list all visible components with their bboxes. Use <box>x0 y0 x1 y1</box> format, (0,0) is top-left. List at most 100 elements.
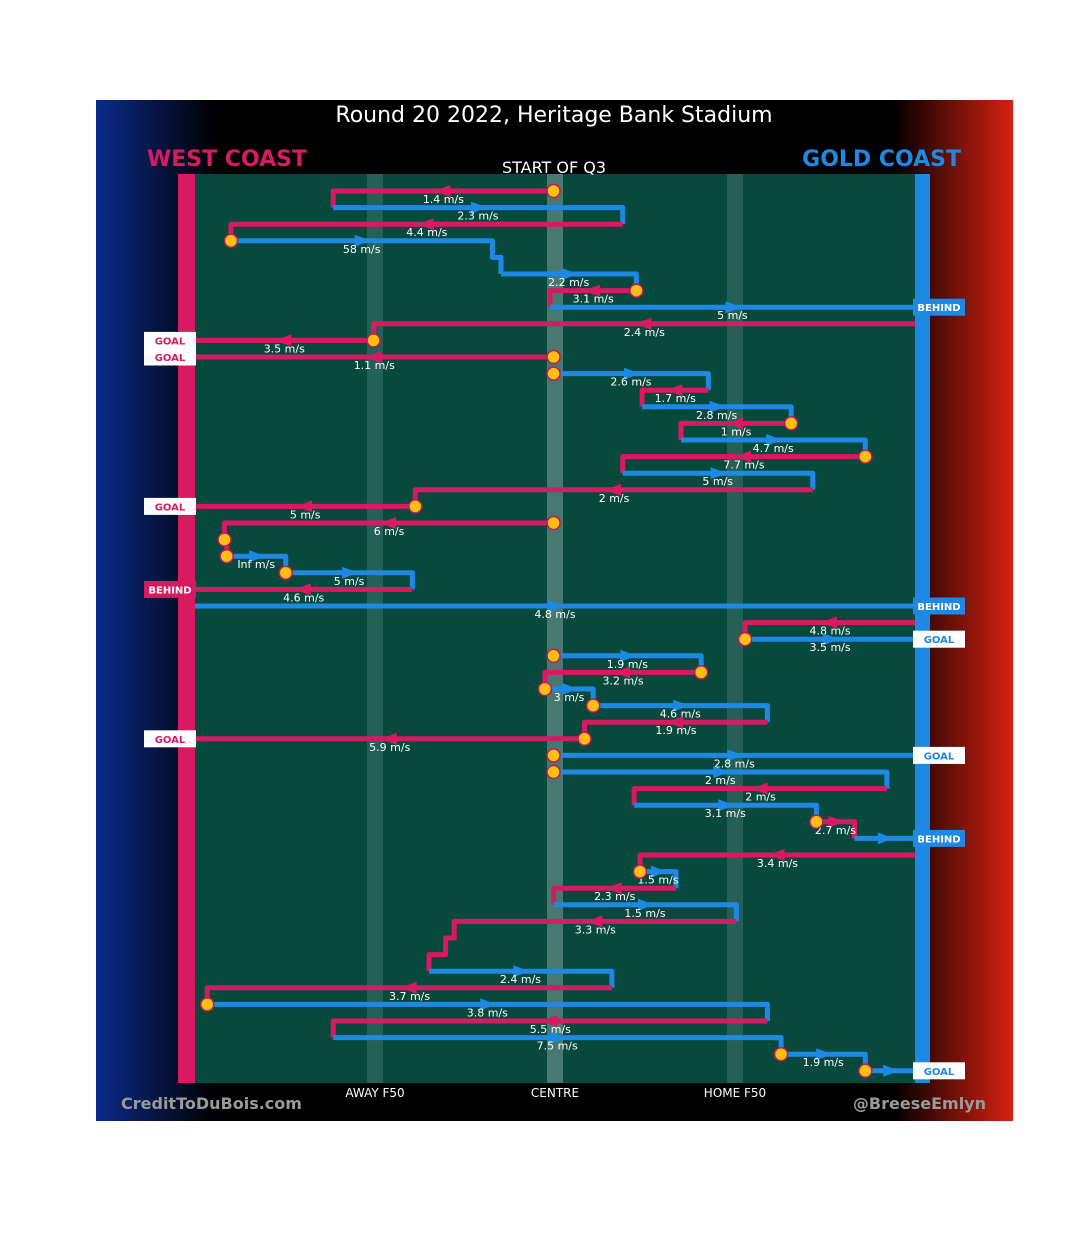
speed-label: 2.2 m/s <box>548 276 589 289</box>
speed-label: 2.4 m/s <box>624 326 665 339</box>
direction-arrow <box>823 633 840 646</box>
chain-42: 2.3 m/s <box>551 882 676 905</box>
direction-arrow <box>354 234 371 247</box>
chain-47: 3.8 m/s <box>207 998 770 1021</box>
speed-label: 1.1 m/s <box>354 359 395 372</box>
direction-arrow <box>380 732 397 745</box>
direction-arrow <box>296 500 313 513</box>
chain-4: 58 m/s <box>231 234 504 274</box>
chain-39: BEHIND <box>854 829 965 847</box>
speed-label: 7.7 m/s <box>723 459 764 472</box>
direction-arrow <box>623 367 640 380</box>
score-badge <box>144 348 196 366</box>
chain-23: 5 m/s <box>285 566 415 590</box>
chain-36: 2 m/s <box>631 782 887 806</box>
score-badge-label: GOAL <box>155 502 186 513</box>
direction-arrow <box>766 434 783 446</box>
speed-label: 2.3 m/s <box>457 210 498 223</box>
possession-marker <box>408 499 423 514</box>
speed-label: 6 m/s <box>374 525 405 538</box>
score-badge-label: GOAL <box>924 751 955 762</box>
chain-7: 5 m/s BEHIND <box>550 298 965 322</box>
direction-arrow <box>249 550 266 563</box>
possession-marker <box>809 814 824 830</box>
score-badge <box>144 730 196 748</box>
chain-27: 3.5 m/s GOAL <box>745 630 965 654</box>
credit-right: @BreeseEmlyn <box>853 1094 986 1113</box>
possession-marker <box>217 532 232 547</box>
possession-marker <box>629 283 644 298</box>
chain-path <box>593 703 770 723</box>
direction-arrow <box>584 284 601 297</box>
speed-label: 1.9 m/s <box>803 1056 844 1069</box>
speed-label: 1.9 m/s <box>655 724 696 737</box>
direction-arrow <box>275 334 292 347</box>
direction-arrow <box>548 600 564 612</box>
score-badge-label: GOAL <box>155 336 186 347</box>
speed-label: 2.7 m/s <box>815 824 856 837</box>
speed-label: 3.4 m/s <box>757 857 798 870</box>
chain-25: 4.8 m/s BEHIND <box>195 597 965 621</box>
gold-coast-label: GOLD COAST <box>802 147 961 172</box>
chain-12: 1.7 m/s <box>639 384 709 407</box>
chain-path <box>426 918 737 972</box>
direction-arrow <box>650 865 667 878</box>
possession-marker <box>219 548 234 564</box>
direction-arrow <box>727 749 744 762</box>
speed-label: 1.5 m/s <box>624 907 665 920</box>
chain-path <box>631 786 887 806</box>
possession-marker <box>366 333 381 348</box>
speed-label: 7.5 m/s <box>537 1040 578 1053</box>
chain-19: 5 m/s GOAL <box>144 497 416 521</box>
score-badge-label: GOAL <box>155 353 186 364</box>
speed-label: 2 m/s <box>705 774 736 787</box>
chain-chart: Round 20 2022, Heritage Bank Stadium STA… <box>96 100 1013 1121</box>
chain-43: 1.5 m/s <box>553 898 739 922</box>
score-badge-label: BEHIND <box>148 585 191 596</box>
possession-marker <box>546 515 561 531</box>
chain-38: 2.7 m/s <box>815 815 857 839</box>
chain-6: 3.1 m/s <box>547 284 637 308</box>
chain-41: 1.5 m/s <box>637 865 679 889</box>
chain-2: 2.3 m/s <box>333 201 626 225</box>
speed-label: 3.5 m/s <box>809 641 850 654</box>
speed-label: 4.4 m/s <box>406 226 447 239</box>
chain-path <box>622 470 816 490</box>
direction-arrow <box>513 965 530 978</box>
credit-left: CreditToDuBois.com <box>121 1094 302 1113</box>
possession-marker <box>546 183 561 199</box>
speed-label: 5 m/s <box>334 575 365 588</box>
score-badge <box>913 597 965 615</box>
speed-label: 3.7 m/s <box>389 990 430 1003</box>
speed-label: 3.1 m/s <box>705 807 746 820</box>
speed-label: 4.7 m/s <box>753 442 794 455</box>
chain-1: 1.4 m/s <box>330 185 554 208</box>
direction-arrow <box>605 882 622 895</box>
chain-path <box>553 902 739 922</box>
direction-arrow <box>561 268 578 280</box>
possession-marker <box>546 366 561 381</box>
possession-marker <box>278 565 293 581</box>
speed-label: 1.4 m/s <box>423 193 464 206</box>
speed-label: 2 m/s <box>599 492 630 505</box>
direction-arrow <box>666 384 683 397</box>
direction-arrow <box>605 483 622 496</box>
direction-arrow <box>342 566 359 579</box>
possession-marker <box>585 698 601 713</box>
speed-label: 2.3 m/s <box>594 890 635 903</box>
possession-marker <box>546 648 561 664</box>
direction-arrow <box>635 317 652 330</box>
direction-arrow <box>713 766 730 778</box>
speed-label: 1.5 m/s <box>637 874 678 887</box>
possession-marker <box>546 748 561 763</box>
direction-arrow <box>725 301 742 314</box>
score-badge <box>144 497 196 515</box>
speed-label: 4.8 m/s <box>534 608 575 621</box>
possession-marker <box>537 681 553 697</box>
speed-label: 3.3 m/s <box>575 923 616 936</box>
direction-arrow <box>821 616 838 629</box>
possession-marker <box>693 665 709 680</box>
possession-marker <box>546 349 561 365</box>
score-badge <box>144 580 196 598</box>
chain-path <box>620 454 866 474</box>
